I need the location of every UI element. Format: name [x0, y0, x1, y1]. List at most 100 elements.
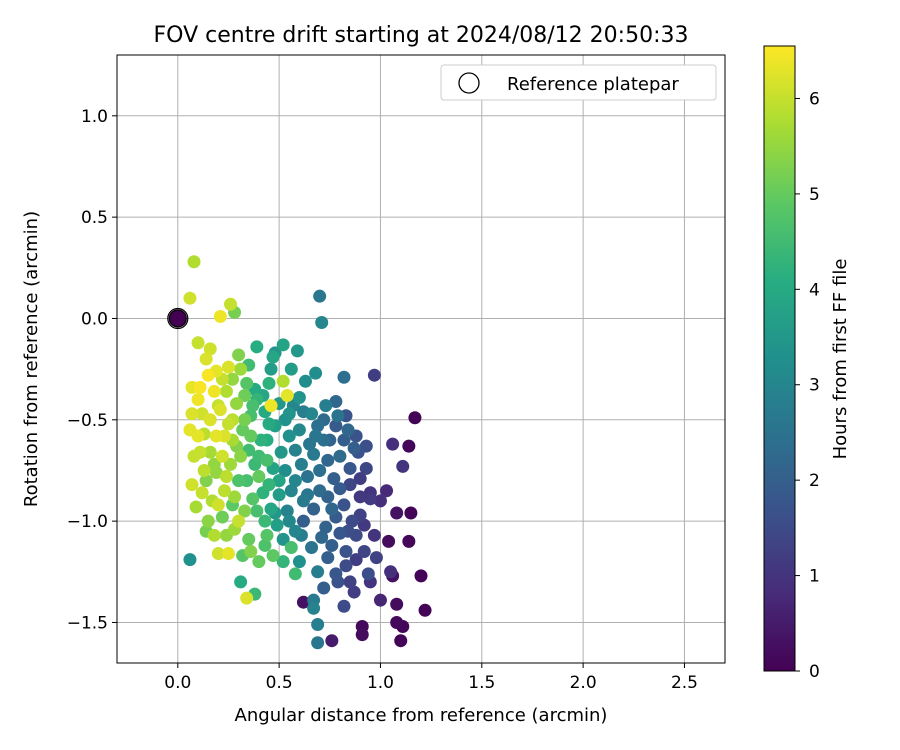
data-point [357, 545, 371, 559]
data-point [201, 368, 215, 382]
data-point [262, 376, 276, 390]
data-point [319, 520, 333, 534]
data-point [311, 617, 325, 631]
data-point [203, 413, 217, 427]
y-tick-label: 0.0 [81, 309, 108, 329]
data-point [315, 530, 329, 544]
data-point [183, 553, 197, 567]
colorbar-tick-label: 2 [809, 471, 820, 491]
colorbar-fill [764, 46, 795, 671]
data-point [240, 591, 254, 605]
data-point [284, 484, 298, 498]
data-point [301, 470, 315, 484]
data-point [234, 575, 248, 589]
data-point [367, 368, 381, 382]
data-point [307, 447, 321, 461]
data-point [367, 528, 381, 542]
data-point [382, 534, 396, 548]
colorbar-frame [763, 45, 796, 672]
data-point [325, 538, 339, 552]
colorbar: 0 1 2 3 4 5 6 Hours from first FF file [763, 45, 851, 682]
data-point [250, 504, 264, 518]
data-point [282, 407, 296, 421]
data-point [230, 397, 244, 411]
x-tick-label: 0.0 [164, 673, 191, 693]
data-point [276, 555, 290, 569]
data-point [288, 524, 302, 538]
data-point [264, 399, 278, 413]
data-point [197, 463, 211, 477]
data-point [282, 514, 296, 528]
data-point [270, 518, 284, 532]
x-axis-ticks: 0.0 0.5 1.0 1.5 2.0 2.5 [164, 663, 698, 693]
data-point [246, 399, 260, 413]
data-point [373, 593, 387, 607]
data-point [288, 443, 302, 457]
data-point [264, 362, 278, 376]
data-point [276, 532, 290, 546]
colorbar-ticks: 0 1 2 3 4 5 6 [795, 89, 820, 682]
data-point [296, 595, 310, 609]
data-point [337, 370, 351, 384]
data-point [211, 498, 225, 512]
data-point [199, 474, 213, 488]
data-point [211, 547, 225, 561]
data-point [221, 360, 235, 374]
y-tick-label: −0.5 [67, 411, 108, 431]
data-point [274, 445, 288, 459]
colorbar-tick-label: 0 [809, 662, 820, 682]
data-point [317, 581, 331, 595]
data-point [325, 634, 339, 648]
data-point [242, 532, 256, 546]
data-point [339, 559, 353, 573]
data-point [207, 528, 221, 542]
data-point [339, 545, 353, 559]
x-tick-label: 2.5 [671, 673, 698, 693]
data-point [349, 553, 363, 567]
data-point [355, 628, 369, 642]
x-axis-label: Angular distance from reference (arcmin) [235, 705, 608, 726]
data-point [203, 445, 217, 459]
data-point [394, 634, 408, 648]
data-point [219, 470, 233, 484]
data-point [418, 603, 432, 617]
data-point [359, 461, 373, 475]
data-point [315, 316, 329, 330]
data-point [232, 474, 246, 488]
colorbar-tick-label: 1 [809, 567, 820, 587]
data-point [219, 384, 233, 398]
data-point [185, 407, 199, 421]
colorbar-tick-label: 5 [809, 185, 820, 205]
x-tick-label: 2.0 [570, 673, 597, 693]
data-point [333, 482, 347, 496]
data-point [232, 514, 246, 528]
data-point [333, 449, 347, 463]
legend-label: Reference platepar [507, 74, 679, 95]
data-point [292, 423, 306, 437]
data-point [305, 540, 319, 554]
data-point [386, 437, 400, 451]
data-point [404, 506, 418, 520]
data-point [187, 255, 201, 269]
data-point [384, 565, 398, 579]
data-point [296, 494, 310, 508]
data-point [325, 502, 339, 516]
data-point [276, 374, 290, 388]
data-point [313, 463, 327, 477]
data-point [262, 417, 276, 431]
data-point [276, 338, 290, 352]
data-point [280, 388, 294, 402]
scatter-points [183, 255, 432, 650]
data-point [240, 376, 254, 390]
data-point [373, 494, 387, 508]
reference-platepar-marker [168, 309, 187, 328]
data-point [221, 417, 235, 431]
data-point [226, 372, 240, 386]
data-point [244, 545, 258, 559]
data-point [313, 484, 327, 498]
data-point [232, 348, 246, 362]
data-point [189, 500, 203, 514]
data-point [183, 291, 197, 305]
data-point [213, 309, 227, 323]
